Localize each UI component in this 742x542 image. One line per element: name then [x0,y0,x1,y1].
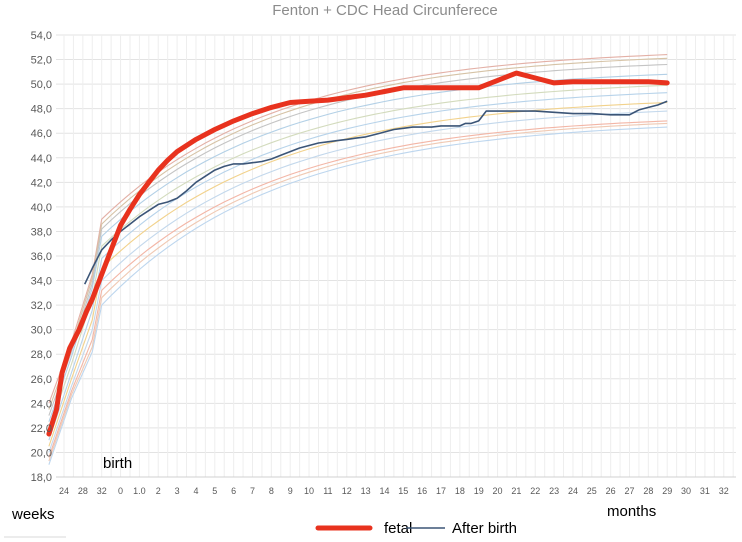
y-tick-label: 20,0 [31,447,52,459]
y-tick-label: 52,0 [31,55,52,67]
x-tick-label: 32 [97,486,107,496]
chart-title: Fenton + CDC Head Circunferece [272,2,498,19]
y-tick-label: 36,0 [31,251,52,263]
reference-percentile-curve [48,84,668,431]
reference-percentile-curve [48,120,668,458]
x-tick-label: 32 [719,486,729,496]
x-tick-label: 25 [587,486,597,496]
y-tick-label: 46,0 [31,128,52,140]
x-tick-label: 16 [417,486,427,496]
weeks-annotation: weeks [11,506,55,523]
y-tick-label: 42,0 [31,177,52,189]
x-tick-label: 10 [304,486,314,496]
x-tick-label: 17 [436,486,446,496]
reference-curves [48,54,668,465]
y-tick-label: 38,0 [31,226,52,238]
birth-annotation: birth [103,455,132,472]
x-tick-label: 22 [530,486,540,496]
y-tick-label: 24,0 [31,398,52,410]
x-tick-label: 21 [511,486,521,496]
x-tick-label: 0 [118,486,123,496]
y-tick-label: 30,0 [31,325,52,337]
legend-label-after-birth: After birth [452,520,517,537]
reference-percentile-curve [48,54,668,404]
series-layer [46,70,670,437]
x-tick-label: 30 [681,486,691,496]
x-tick-label: 7 [250,486,255,496]
x-tick-label: 18 [455,486,465,496]
reference-percentile-curve [48,57,668,410]
x-tick-label: 26 [606,486,616,496]
grid-layer [56,34,736,478]
x-tick-label: 28 [78,486,88,496]
legend: fetal After birth [315,520,517,537]
series-line-fetal [46,70,670,437]
x-tick-label: 4 [193,486,198,496]
reference-percentile-curve [48,126,668,465]
reference-percentile-curve [48,63,668,416]
series-line-after-birth [83,100,668,285]
x-tick-label: 9 [288,486,293,496]
x-tick-label: 13 [361,486,371,496]
x-tick-label: 15 [398,486,408,496]
x-axis-ticks: 24 28 32 0 1.0 2 3 4 5 6 7 8 9 10 11 12 13 14 15 16 17 18 19 20… [59,486,729,496]
y-tick-label: 28,0 [31,349,52,361]
y-tick-label: 50,0 [31,79,52,91]
x-tick-label: 24 [59,486,69,496]
x-tick-label: 12 [342,486,352,496]
months-annotation: months [607,503,656,520]
x-tick-label: 2 [156,486,161,496]
x-tick-label: 19 [474,486,484,496]
y-tick-label: 22,0 [31,423,52,435]
reference-percentile-curve [48,73,668,422]
y-tick-label: 34,0 [31,276,52,288]
y-tick-label: 18,0 [31,472,52,484]
y-tick-label: 40,0 [31,202,52,214]
x-tick-label: 20 [493,486,503,496]
legend-label-fetal: fetal [384,520,412,537]
x-tick-label: 11 [323,486,332,496]
x-tick-label: 14 [379,486,389,496]
x-tick-label: 3 [175,486,180,496]
x-tick-label: 23 [549,486,559,496]
reference-percentile-curve [48,110,668,453]
y-tick-label: 44,0 [31,153,52,165]
x-tick-label: 8 [269,486,274,496]
y-tick-label: 32,0 [31,300,52,312]
y-tick-label: 26,0 [31,374,52,386]
x-tick-label: 5 [212,486,217,496]
x-tick-label: 28 [643,486,653,496]
x-tick-label: 6 [231,486,236,496]
y-tick-label: 48,0 [31,104,52,116]
x-tick-label: 27 [624,486,634,496]
x-tick-label: 29 [662,486,672,496]
reference-percentile-curve [48,101,668,447]
x-tick-label: 31 [700,486,710,496]
x-tick-label: 1.0 [133,486,146,496]
reference-percentile-curve [48,92,668,441]
x-tick-label: 24 [568,486,578,496]
reference-percentile-curve [48,122,668,462]
y-tick-label: 54,0 [31,30,52,42]
y-axis-ticks: 18,0 20,0 22,0 24,0 26,0 28,0 30,0 32,0 34,0 36,0… [31,30,52,484]
